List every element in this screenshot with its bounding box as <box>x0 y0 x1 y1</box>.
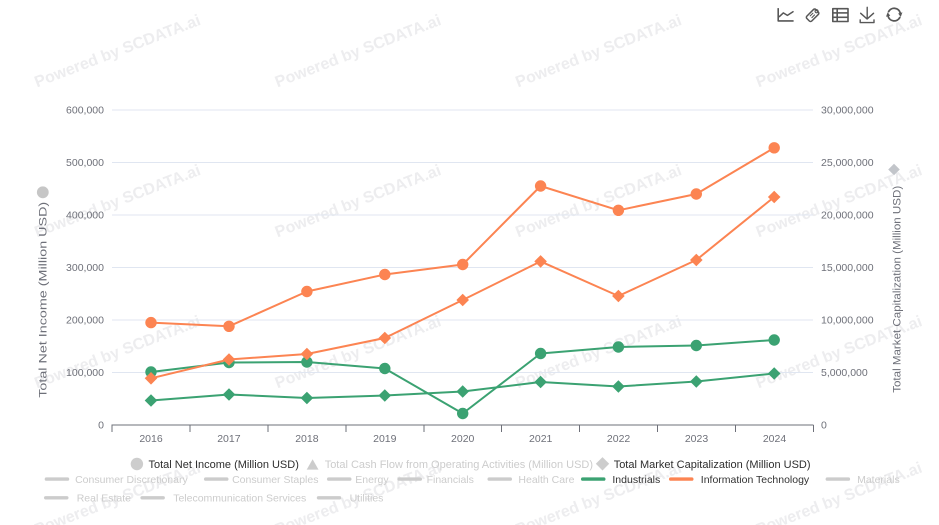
svg-text:2024: 2024 <box>763 433 787 445</box>
svg-text:0: 0 <box>98 420 104 432</box>
svg-text:Information Technology: Information Technology <box>701 474 810 486</box>
svg-text:Total Cash Flow from Operating: Total Cash Flow from Operating Activitie… <box>325 459 593 471</box>
svg-text:5,000,000: 5,000,000 <box>821 367 868 379</box>
svg-text:Energy: Energy <box>355 474 389 486</box>
svg-text:2021: 2021 <box>529 433 553 445</box>
svg-text:Consumer Staples: Consumer Staples <box>232 474 318 486</box>
svg-text:2022: 2022 <box>607 433 631 445</box>
svg-text:30,000,000: 30,000,000 <box>821 105 874 117</box>
svg-text:Utilities: Utilities <box>350 493 384 505</box>
svg-text:300,000: 300,000 <box>66 262 104 274</box>
svg-text:2018: 2018 <box>295 433 319 445</box>
svg-text:Total Net Income (Million USD): Total Net Income (Million USD) <box>149 459 299 471</box>
svg-text:Industrials: Industrials <box>612 474 660 486</box>
svg-text:500,000: 500,000 <box>66 157 104 169</box>
svg-text:400,000: 400,000 <box>66 210 104 222</box>
svg-text:600,000: 600,000 <box>66 105 104 117</box>
svg-text:Financials: Financials <box>427 474 474 486</box>
svg-text:Real Estate: Real Estate <box>77 493 131 505</box>
svg-text:2020: 2020 <box>451 433 475 445</box>
svg-text:10,000,000: 10,000,000 <box>821 315 874 327</box>
svg-text:0: 0 <box>821 420 827 432</box>
svg-text:2016: 2016 <box>139 433 163 445</box>
svg-text:Total Market Capitalization (M: Total Market Capitalization (Million USD… <box>892 186 904 393</box>
svg-text:25,000,000: 25,000,000 <box>821 157 874 169</box>
svg-text:Materials: Materials <box>857 474 900 486</box>
svg-text:15,000,000: 15,000,000 <box>821 262 874 274</box>
svg-text:Total Net Income (Million USD): Total Net Income (Million USD) <box>38 202 50 398</box>
svg-text:2023: 2023 <box>685 433 709 445</box>
svg-text:Total Market Capitalization (M: Total Market Capitalization (Million USD… <box>614 459 811 471</box>
svg-text:Health Care: Health Care <box>518 474 574 486</box>
svg-text:2019: 2019 <box>373 433 397 445</box>
svg-text:Telecommunication Services: Telecommunication Services <box>173 493 306 505</box>
svg-text:Consumer Discretionary: Consumer Discretionary <box>75 474 188 486</box>
svg-text:100,000: 100,000 <box>66 367 104 379</box>
svg-text:2017: 2017 <box>217 433 241 445</box>
svg-text:20,000,000: 20,000,000 <box>821 210 874 222</box>
svg-text:200,000: 200,000 <box>66 315 104 327</box>
